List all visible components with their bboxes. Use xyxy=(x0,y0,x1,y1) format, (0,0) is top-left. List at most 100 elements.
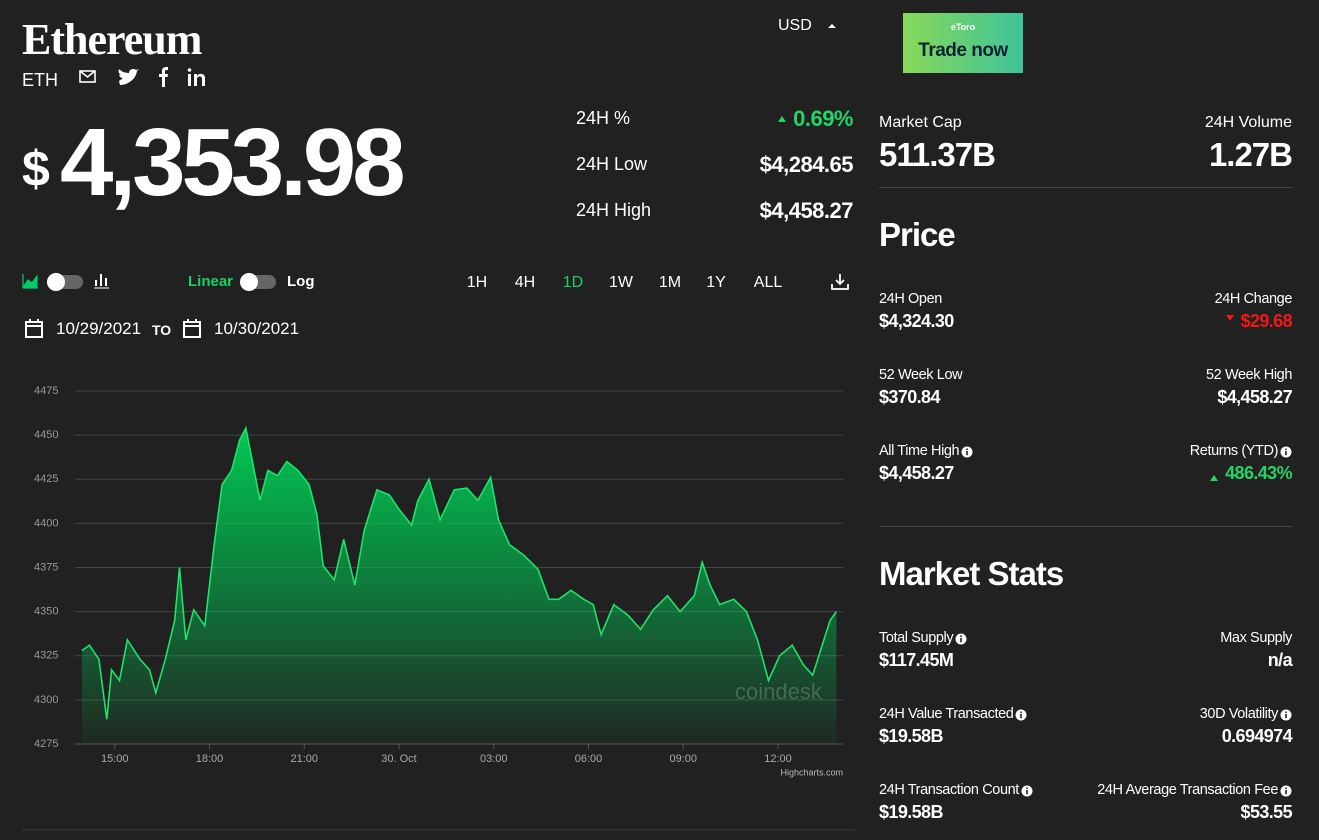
scale-toggle[interactable] xyxy=(236,270,280,294)
summary-value: 0.69% xyxy=(793,106,853,131)
stat-value: n/a xyxy=(1267,650,1293,670)
section-title: Price xyxy=(879,216,956,253)
market-label: Market Cap xyxy=(879,114,962,131)
stat-value: $29.68 xyxy=(1240,311,1293,331)
stat-label: Returns (YTD) xyxy=(1189,443,1279,459)
x-tick-label: 03:00 xyxy=(480,753,508,765)
stat-value: 0.694974 xyxy=(1221,726,1293,746)
stat-value: $4,458.27 xyxy=(879,463,954,483)
range-button[interactable]: 1W xyxy=(609,274,633,291)
chart-type-toggle[interactable] xyxy=(20,270,90,294)
y-tick-label: 4425 xyxy=(34,473,58,485)
stat-label: 24H Average Transaction Fee xyxy=(1097,782,1278,798)
log-label[interactable]: Log xyxy=(287,273,315,290)
range-button[interactable]: ALL xyxy=(753,274,783,291)
range-button[interactable]: 1H xyxy=(466,274,488,291)
stat-value: $4,324.30 xyxy=(879,311,954,331)
bar-icon[interactable] xyxy=(93,272,111,290)
info-icon[interactable] xyxy=(1015,709,1027,721)
market-value: 1.27B xyxy=(1208,136,1293,173)
y-tick-label: 4475 xyxy=(34,385,58,397)
market-label: 24H Volume xyxy=(1204,114,1292,131)
divider xyxy=(879,187,1292,188)
x-tick-label: 30. Oct xyxy=(381,753,416,765)
stat-label: All Time High xyxy=(879,443,960,459)
range-button[interactable]: 4H xyxy=(514,274,536,291)
stat-value: $19.58B xyxy=(879,802,943,822)
y-tick-label: 4375 xyxy=(34,561,58,573)
y-tick-label: 4450 xyxy=(34,429,58,441)
down-arrow xyxy=(1226,315,1234,321)
date-to[interactable]: 10/30/2021 xyxy=(214,319,300,338)
summary-value: $4,284.65 xyxy=(759,152,854,177)
title: Ethereum xyxy=(22,15,202,64)
stat-label: 30D Volatility xyxy=(1199,706,1279,722)
stat-value: $53.55 xyxy=(1240,802,1293,822)
line xyxy=(81,425,838,720)
stat-label: 24H Open xyxy=(879,291,942,307)
x-tick-label: 06:00 xyxy=(575,753,603,765)
caret[interactable] xyxy=(827,22,837,30)
date-from[interactable]: 10/29/2021 xyxy=(56,319,142,338)
calendar-icon[interactable] xyxy=(182,318,202,340)
area xyxy=(81,428,837,744)
y-tick-label: 4300 xyxy=(34,694,58,706)
y-tick-label: 4275 xyxy=(34,738,58,750)
stat-value: $4,458.27 xyxy=(1217,387,1292,407)
divider xyxy=(879,526,1292,527)
linear-label[interactable]: Linear xyxy=(188,273,234,290)
price: 4,353.98 xyxy=(60,109,406,216)
info-icon[interactable] xyxy=(955,633,967,645)
y-tick-label: 4400 xyxy=(34,517,58,529)
price-currency: $ xyxy=(22,141,50,197)
share-icons xyxy=(79,67,205,87)
summary-label: 24H High xyxy=(576,200,652,220)
range-button[interactable]: 1Y xyxy=(706,274,726,291)
stat-value: 486.43% xyxy=(1225,463,1292,483)
stat-value: $117.45M xyxy=(879,650,954,670)
ad-brand: eToro xyxy=(950,22,976,32)
y-tick-label: 4325 xyxy=(34,650,58,662)
stat-label: 24H Value Transacted xyxy=(879,706,1014,722)
linkedin-icon[interactable] xyxy=(188,74,191,86)
up-arrow xyxy=(1210,475,1218,481)
date-to-label: TO xyxy=(152,322,172,338)
stat-label: Total Supply xyxy=(879,630,954,646)
mail-icon[interactable] xyxy=(79,70,96,83)
x-tick-label: 12:00 xyxy=(764,753,792,765)
ad-banner[interactable]: eToro Trade now xyxy=(903,13,1023,73)
stat-label: 52 Week Low xyxy=(879,367,963,383)
up-arrow xyxy=(778,116,786,122)
info-icon[interactable] xyxy=(961,446,973,458)
range-button[interactable]: 1D xyxy=(562,274,584,291)
ad-cta[interactable]: Trade now xyxy=(918,40,1008,61)
currency-select[interactable]: USD xyxy=(778,17,812,34)
stat-label: 24H Transaction Count xyxy=(879,782,1019,798)
market-value: 511.37B xyxy=(879,136,996,173)
range-button[interactable]: 1M xyxy=(658,274,682,291)
facebook-icon[interactable] xyxy=(159,67,168,87)
info-icon[interactable] xyxy=(1280,785,1292,797)
summary-value: $4,458.27 xyxy=(759,198,854,223)
x-tick-label: 15:00 xyxy=(101,753,129,765)
download-icon[interactable] xyxy=(830,272,850,292)
calendar-icon[interactable] xyxy=(24,318,44,340)
summary-label: 24H Low xyxy=(576,154,648,174)
x-tick-label: 09:00 xyxy=(669,753,697,765)
info-icon[interactable] xyxy=(1021,785,1033,797)
y-tick-label: 4350 xyxy=(34,606,58,618)
chart: 4275 4300 4325 4350 4375 4400 4425 4450 4475 15:0… xyxy=(22,385,855,831)
x-tick-label: 21:00 xyxy=(290,753,318,765)
info-icon[interactable] xyxy=(1280,446,1292,458)
info-icon[interactable] xyxy=(1280,709,1292,721)
symbol: ETH xyxy=(22,70,58,90)
stat-label: 24H Change xyxy=(1214,291,1293,307)
stat-label: 52 Week High xyxy=(1205,367,1292,383)
twitter-icon[interactable] xyxy=(118,69,139,85)
stat-value: $370.84 xyxy=(879,387,940,407)
x-tick-label: 18:00 xyxy=(196,753,224,765)
stat-label: Max Supply xyxy=(1220,630,1292,646)
stat-value: $19.58B xyxy=(879,726,943,746)
summary-label: 24H % xyxy=(576,108,631,128)
